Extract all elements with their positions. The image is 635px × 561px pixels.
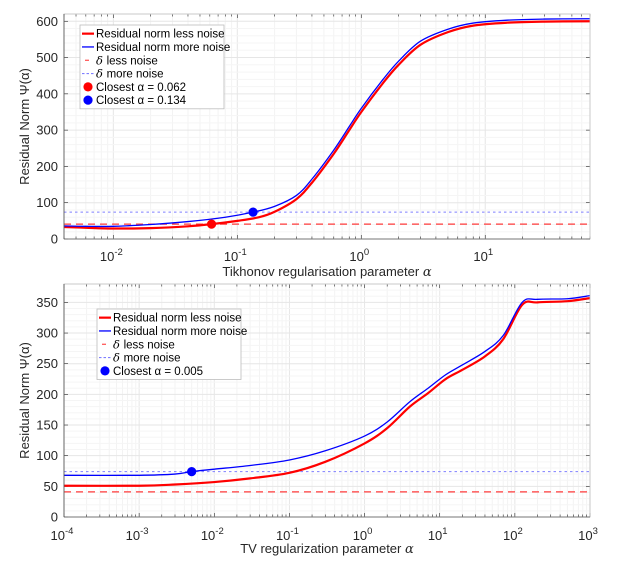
legend-item: Residual norm less noise — [82, 29, 224, 41]
data-layer — [64, 295, 590, 493]
y-tick-label: 200 — [36, 159, 58, 174]
y-tick-label: 200 — [36, 387, 58, 402]
legend-label: Closest α = 0.062 — [96, 82, 186, 94]
closest-alpha-marker — [248, 207, 258, 217]
legend-label: Residual norm less noise — [96, 29, 224, 41]
legend-marker-icon — [83, 95, 93, 105]
x-tick-label: 10-1 — [224, 247, 247, 264]
x-axis-label: Tikhonov regularisation parameter α — [222, 264, 431, 280]
legend-item: Closest α = 0.005 — [100, 366, 203, 378]
legend-marker-icon — [83, 82, 93, 92]
legend-item: δ more noise — [99, 351, 180, 365]
tikhonov-chart: 0 100 200 300 400 500 600 10-2 10-1 100 101 Tikhono… — [17, 13, 591, 280]
y-tick-label: 250 — [36, 356, 58, 371]
legend-item: δ more noise — [82, 67, 163, 81]
y-axis-label: Residual Norm Ψ(α) — [17, 68, 32, 185]
x-tick-label: 10-2 — [201, 526, 224, 543]
y-axis-label: Residual Norm Ψ(α) — [17, 342, 32, 459]
legend-item: Residual norm more noise — [99, 326, 247, 338]
legend-label: δ less noise — [96, 53, 158, 67]
y-tick-label: 400 — [36, 86, 58, 101]
x-tick-label: 10-3 — [126, 526, 149, 543]
legend-box — [79, 24, 225, 110]
residual-less-noise-line — [64, 20, 590, 230]
legend-box — [96, 308, 242, 380]
legend-label: Closest α = 0.005 — [113, 366, 203, 378]
y-tick-label: 50 — [44, 479, 58, 494]
x-tick-label: 100 — [349, 247, 369, 264]
y-tick-label: 500 — [36, 50, 58, 65]
y-tick-label: 300 — [36, 326, 58, 341]
x-axis-label: TV regularization parameter α — [240, 541, 414, 557]
y-tick-label: 350 — [36, 295, 58, 310]
x-tick-label: 103 — [578, 526, 598, 543]
y-tick-label: 100 — [36, 448, 58, 463]
x-tick-label: 101 — [473, 247, 493, 264]
legend-item: Residual norm less noise — [99, 313, 241, 325]
x-tick-label: 10-2 — [100, 247, 123, 264]
x-tick-label: 102 — [503, 526, 523, 543]
x-tick-label: 10-1 — [276, 526, 299, 543]
y-tick-label: 150 — [36, 418, 58, 433]
closest-alpha-marker — [187, 467, 197, 477]
x-tick-label: 10-4 — [51, 526, 74, 543]
legend-item: Residual norm more noise — [82, 42, 230, 54]
tv-chart: 0 50 100 150 200 250 300 350 10-4 10-3 10-2 10-1 100… — [17, 283, 598, 557]
legend-label: Closest α = 0.134 — [96, 95, 187, 107]
x-tick-label: 101 — [428, 526, 448, 543]
x-tick-label: 100 — [353, 526, 373, 543]
closest-alpha-marker — [206, 219, 217, 229]
y-tick-label: 0 — [51, 232, 58, 247]
legend-item: δ less noise — [85, 53, 158, 67]
legend-label: δ less noise — [113, 337, 175, 351]
y-tick-label: 100 — [36, 195, 58, 210]
legend-label: Residual norm less noise — [113, 313, 241, 325]
legend-label: δ more noise — [113, 351, 180, 365]
legend-item: δ less noise — [102, 337, 175, 351]
residual-less-noise-line — [64, 297, 590, 487]
legend-label: δ more noise — [96, 67, 163, 81]
residual-more-noise-line — [64, 18, 590, 228]
data-layer — [64, 18, 590, 230]
legend-marker-icon — [100, 366, 110, 376]
y-tick-label: 600 — [36, 14, 58, 29]
legend-item: Closest α = 0.134 — [83, 95, 187, 107]
legend-label: Residual norm more noise — [113, 326, 247, 338]
y-tick-label: 0 — [51, 510, 58, 525]
legend-label: Residual norm more noise — [96, 42, 230, 54]
y-tick-label: 300 — [36, 123, 58, 138]
legend-item: Closest α = 0.062 — [83, 82, 186, 94]
